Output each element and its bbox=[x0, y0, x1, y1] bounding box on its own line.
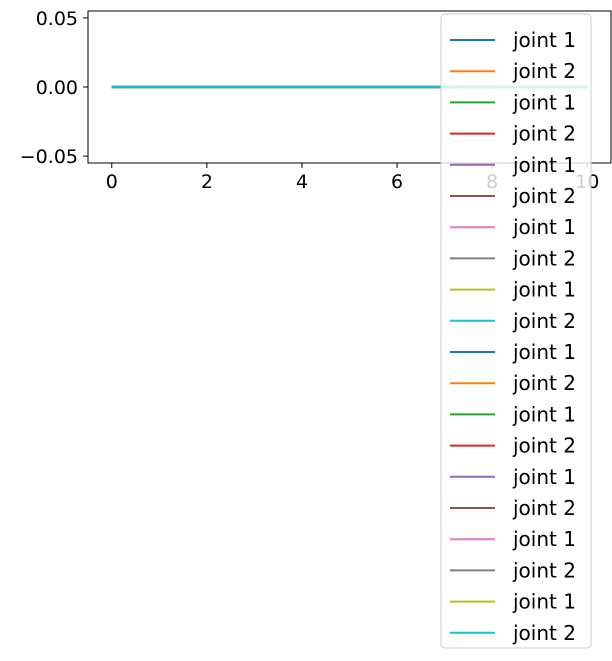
legend-label-3: joint 1 bbox=[512, 90, 576, 114]
legend: joint 1 joint 2 joint 1 joint 2 joint 1 joint… bbox=[440, 13, 592, 649]
legend-label-17: joint 1 bbox=[512, 527, 576, 551]
legend-label-15: joint 1 bbox=[512, 465, 576, 489]
legend-label-10: joint 2 bbox=[512, 309, 576, 333]
legend-label-8: joint 2 bbox=[512, 246, 576, 270]
legend-label-11: joint 1 bbox=[512, 340, 576, 364]
legend-box bbox=[440, 13, 592, 649]
legend-label-19: joint 1 bbox=[512, 590, 576, 614]
legend-label-14: joint 2 bbox=[512, 434, 576, 458]
y-tick-label-2: −0.05 bbox=[20, 146, 78, 168]
legend-label-1: joint 1 bbox=[512, 28, 576, 52]
x-tick-label-0: 0 bbox=[106, 171, 118, 193]
legend-label-20: joint 2 bbox=[512, 621, 576, 645]
legend-label-6: joint 2 bbox=[512, 184, 576, 208]
legend-label-4: joint 2 bbox=[512, 122, 576, 146]
legend-label-18: joint 2 bbox=[512, 558, 576, 582]
y-tick-label-0: 0.05 bbox=[36, 8, 78, 30]
x-tick-label-1: 2 bbox=[201, 171, 213, 193]
y-axis: 0.05 0.00 −0.05 bbox=[20, 8, 88, 168]
legend-label-12: joint 2 bbox=[512, 371, 576, 395]
legend-label-13: joint 1 bbox=[512, 402, 576, 426]
legend-label-9: joint 1 bbox=[512, 278, 576, 302]
x-tick-label-3: 6 bbox=[391, 171, 403, 193]
y-tick-label-1: 0.00 bbox=[36, 77, 78, 99]
legend-label-2: joint 2 bbox=[512, 59, 576, 83]
legend-label-7: joint 1 bbox=[512, 215, 576, 239]
legend-label-5: joint 1 bbox=[512, 153, 576, 177]
legend-label-16: joint 2 bbox=[512, 496, 576, 520]
x-tick-label-2: 4 bbox=[296, 171, 308, 193]
